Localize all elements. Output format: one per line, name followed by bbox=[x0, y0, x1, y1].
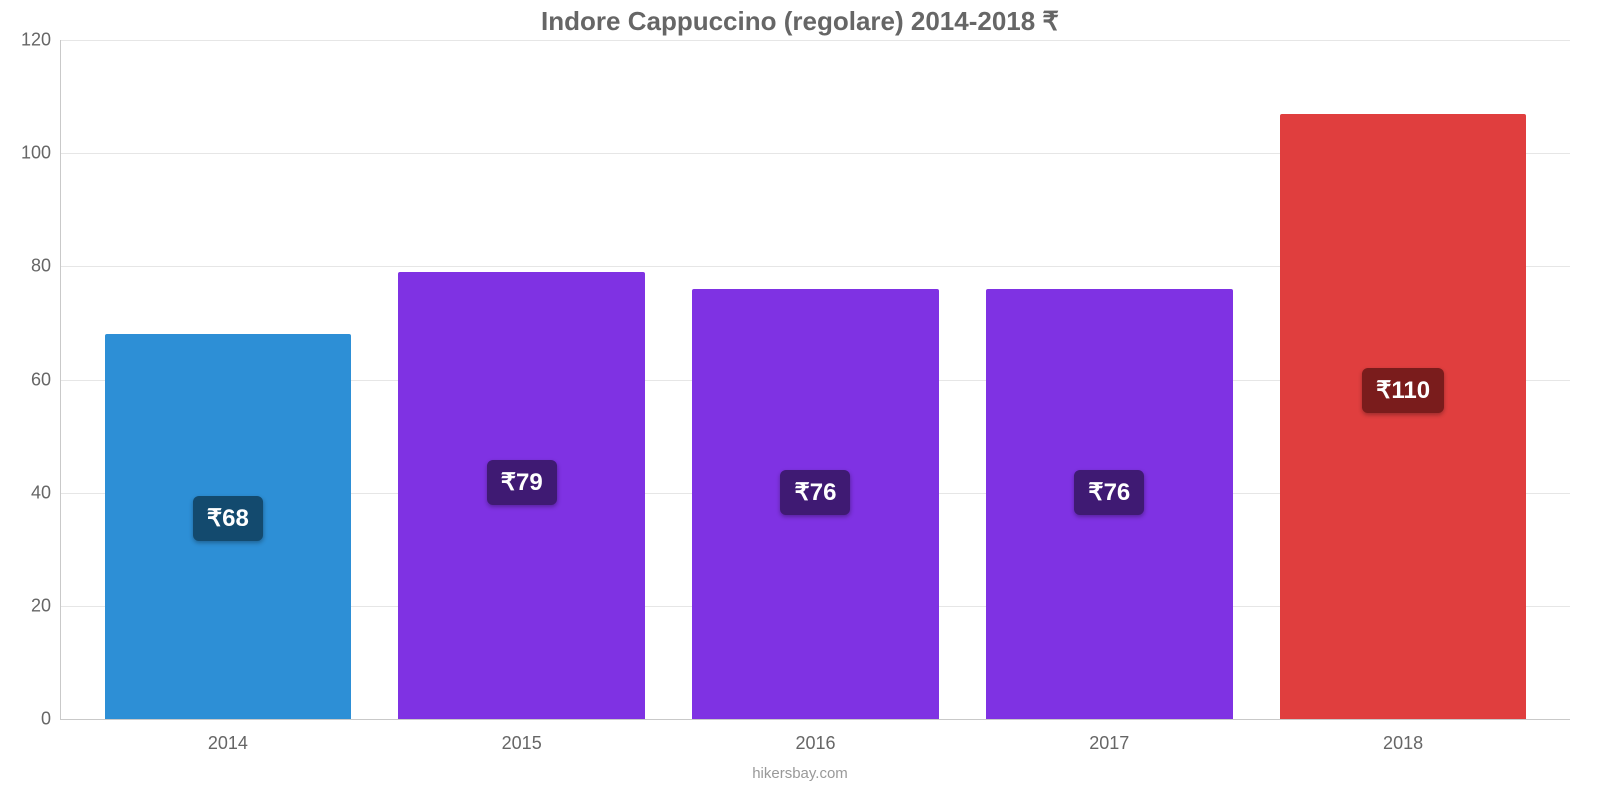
y-axis-tick-label: 60 bbox=[31, 369, 61, 390]
value-badge: ₹79 bbox=[487, 460, 557, 505]
plot-area: 020406080100120₹682014₹792015₹762016₹762… bbox=[60, 40, 1570, 720]
value-badge: ₹110 bbox=[1362, 368, 1444, 413]
bar-slot: ₹682014 bbox=[81, 40, 375, 719]
value-badge: ₹76 bbox=[781, 470, 851, 515]
chart-container: Indore Cappuccino (regolare) 2014-2018 ₹… bbox=[0, 0, 1600, 800]
bar-slot: ₹762017 bbox=[962, 40, 1256, 719]
x-axis-tick-label: 2015 bbox=[502, 719, 542, 754]
plot-box: 020406080100120₹682014₹792015₹762016₹762… bbox=[60, 40, 1570, 720]
value-badge: ₹76 bbox=[1074, 470, 1144, 515]
y-axis-tick-label: 120 bbox=[21, 30, 61, 51]
y-axis-tick-label: 100 bbox=[21, 143, 61, 164]
bar-slot: ₹1102018 bbox=[1256, 40, 1550, 719]
bar-slot: ₹792015 bbox=[375, 40, 669, 719]
bar-slot: ₹762016 bbox=[669, 40, 963, 719]
y-axis-tick-label: 40 bbox=[31, 482, 61, 503]
x-axis-tick-label: 2014 bbox=[208, 719, 248, 754]
attribution-text: hikersbay.com bbox=[0, 765, 1600, 782]
y-axis-tick-label: 20 bbox=[31, 595, 61, 616]
bar: ₹76 bbox=[986, 289, 1233, 719]
bar: ₹110 bbox=[1280, 114, 1527, 719]
bar: ₹79 bbox=[398, 272, 645, 719]
bar: ₹68 bbox=[105, 334, 352, 719]
value-badge: ₹68 bbox=[193, 496, 263, 541]
bars-container: ₹682014₹792015₹762016₹762017₹1102018 bbox=[61, 40, 1570, 719]
bar: ₹76 bbox=[692, 289, 939, 719]
chart-title: Indore Cappuccino (regolare) 2014-2018 ₹ bbox=[0, 0, 1600, 37]
y-axis-tick-label: 80 bbox=[31, 256, 61, 277]
x-axis-tick-label: 2018 bbox=[1383, 719, 1423, 754]
x-axis-tick-label: 2016 bbox=[795, 719, 835, 754]
y-axis-tick-label: 0 bbox=[41, 709, 61, 730]
x-axis-tick-label: 2017 bbox=[1089, 719, 1129, 754]
